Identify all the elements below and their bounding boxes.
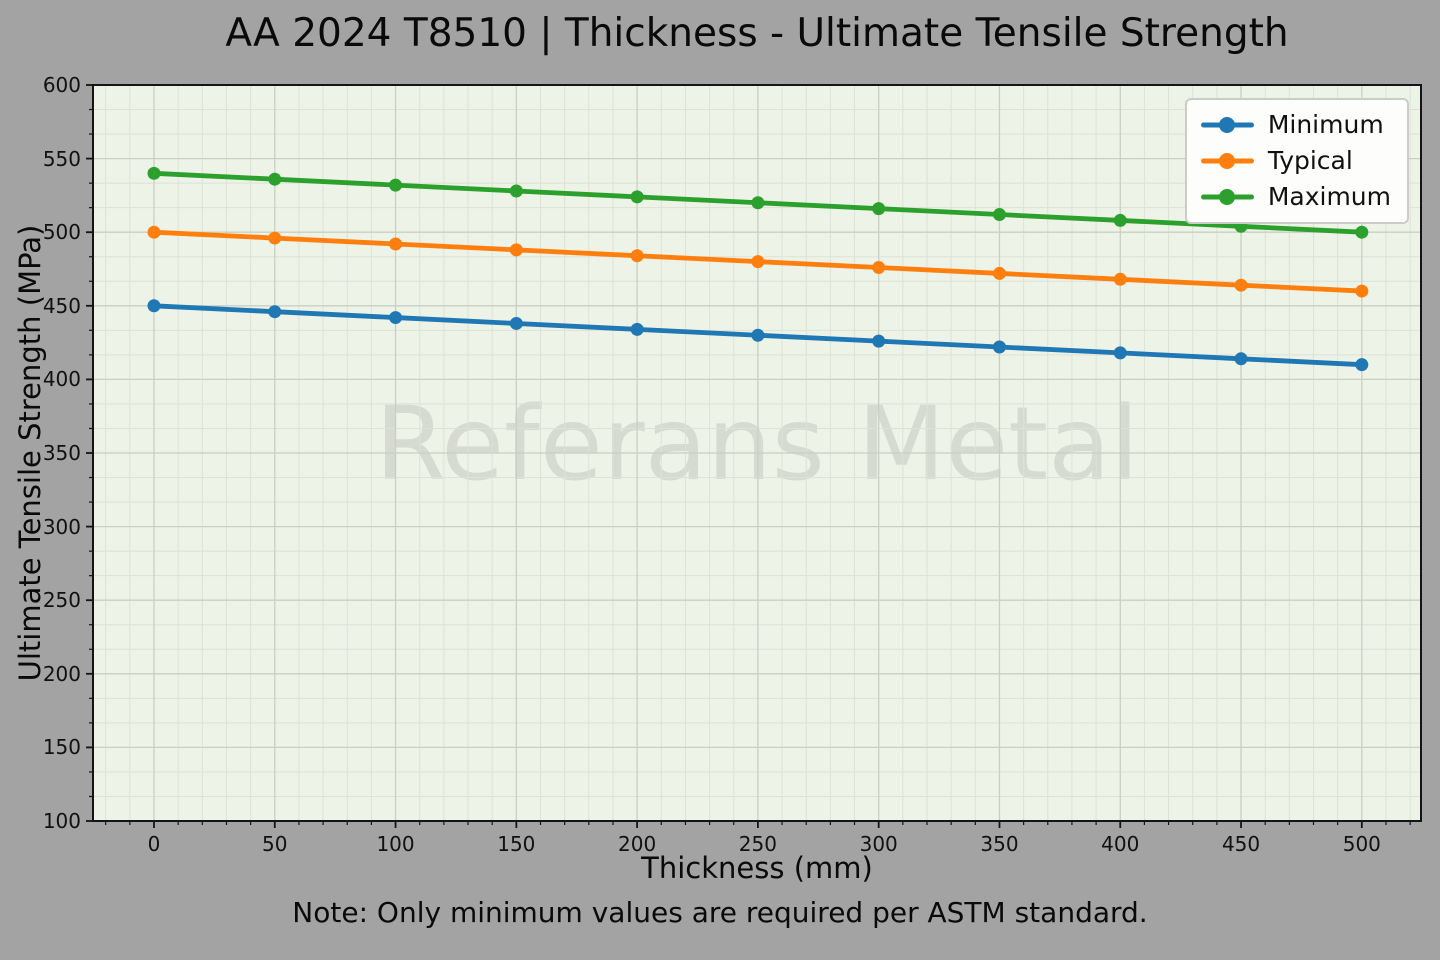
legend-line-marker-icon bbox=[1200, 146, 1254, 176]
y-tick-label: 500 bbox=[42, 220, 81, 245]
y-tick-label: 300 bbox=[42, 514, 81, 539]
y-tick-label: 100 bbox=[42, 809, 81, 833]
x-tick-label: 0 bbox=[147, 832, 161, 856]
legend-line-marker-icon bbox=[1200, 110, 1254, 140]
data-point-typical bbox=[509, 243, 523, 257]
y-tick-label: 600 bbox=[42, 73, 81, 97]
x-tick-label: 150 bbox=[497, 832, 536, 856]
data-point-typical bbox=[1234, 278, 1248, 292]
legend-label: Minimum bbox=[1267, 110, 1384, 139]
legend-item-maximum: Maximum bbox=[1200, 182, 1391, 212]
footnote: Note: Only minimum values are required p… bbox=[292, 896, 1148, 929]
data-point-minimum bbox=[268, 305, 282, 319]
x-tick-label: 500 bbox=[1342, 832, 1381, 856]
x-tick-label: 100 bbox=[376, 832, 415, 856]
x-axis-label: Thickness (mm) bbox=[641, 851, 873, 885]
y-tick-label: 450 bbox=[42, 293, 81, 318]
data-point-minimum bbox=[1113, 346, 1127, 360]
data-point-maximum bbox=[147, 166, 161, 180]
data-point-maximum bbox=[630, 190, 644, 204]
legend-label: Maximum bbox=[1267, 182, 1391, 211]
y-tick-label: 550 bbox=[42, 146, 81, 171]
x-tick-label: 400 bbox=[1101, 832, 1140, 856]
legend-label: Typical bbox=[1267, 146, 1353, 175]
x-tick-label: 250 bbox=[738, 832, 777, 856]
data-point-maximum bbox=[1113, 213, 1127, 227]
line-chart-canvas bbox=[86, 84, 1422, 828]
data-point-typical bbox=[1113, 272, 1127, 286]
legend-line-marker-icon bbox=[1200, 182, 1254, 212]
data-point-maximum bbox=[992, 208, 1006, 222]
data-point-typical bbox=[992, 266, 1006, 280]
data-point-typical bbox=[389, 237, 403, 251]
legend-item-minimum: Minimum bbox=[1200, 110, 1391, 140]
x-tick-label: 200 bbox=[618, 832, 657, 856]
data-point-minimum bbox=[1355, 358, 1369, 372]
data-point-minimum bbox=[630, 322, 644, 336]
data-point-maximum bbox=[1355, 225, 1369, 239]
y-tick-label: 400 bbox=[42, 367, 81, 392]
y-tick-label: 150 bbox=[42, 735, 81, 760]
data-point-typical bbox=[872, 261, 886, 275]
data-point-maximum bbox=[268, 172, 282, 186]
legend: Minimum Typical Maximum bbox=[1184, 98, 1409, 224]
data-point-typical bbox=[147, 225, 161, 239]
data-point-minimum bbox=[147, 299, 161, 313]
data-point-minimum bbox=[751, 328, 765, 342]
legend-item-typical: Typical bbox=[1200, 146, 1391, 176]
y-tick-label: 250 bbox=[42, 588, 81, 613]
x-tick-label: 450 bbox=[1221, 832, 1261, 856]
watermark: Referans Metal bbox=[375, 385, 1139, 504]
data-point-typical bbox=[751, 255, 765, 269]
data-point-typical bbox=[1355, 284, 1369, 298]
y-tick-label: 350 bbox=[42, 441, 81, 465]
data-point-typical bbox=[268, 231, 282, 245]
data-point-maximum bbox=[751, 196, 765, 210]
plot-area: Referans Metal Minimum Typical Maximum bbox=[86, 84, 1422, 828]
y-tick-label: 200 bbox=[42, 661, 81, 686]
x-tick-label: 50 bbox=[262, 832, 288, 856]
data-point-minimum bbox=[1234, 352, 1248, 366]
data-point-typical bbox=[630, 249, 644, 263]
x-tick-label: 350 bbox=[980, 832, 1019, 856]
data-point-maximum bbox=[389, 178, 403, 192]
data-point-minimum bbox=[509, 316, 523, 330]
data-point-minimum bbox=[389, 311, 403, 325]
chart-title: AA 2024 T8510 | Thickness - Ultimate Ten… bbox=[225, 11, 1289, 56]
data-point-minimum bbox=[992, 340, 1006, 354]
plot-border bbox=[92, 84, 1422, 822]
data-point-maximum bbox=[509, 184, 523, 198]
x-tick-label: 300 bbox=[859, 832, 898, 856]
data-point-minimum bbox=[872, 334, 886, 348]
data-point-maximum bbox=[872, 202, 886, 216]
